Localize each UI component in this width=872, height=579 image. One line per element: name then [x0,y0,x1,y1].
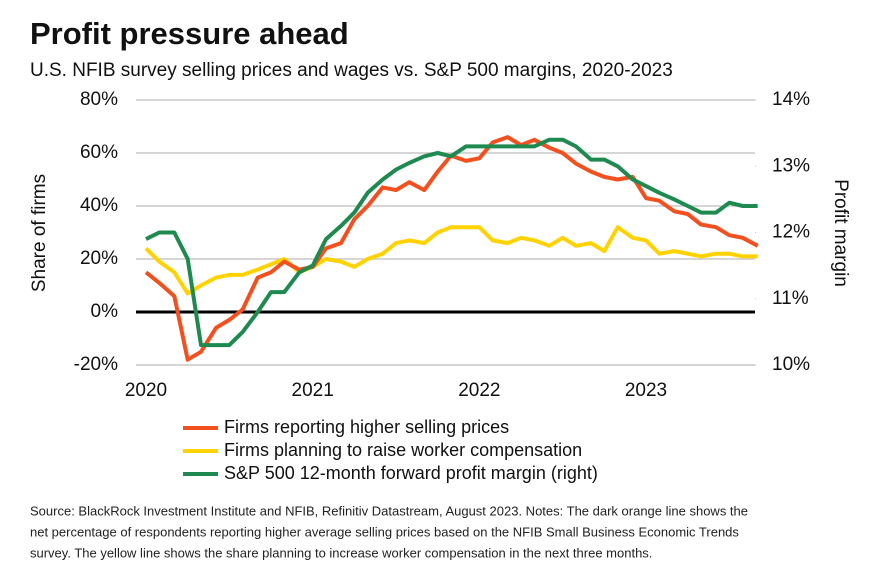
chart-title: Profit pressure ahead [30,16,349,51]
legend-label: Firms reporting higher selling prices [224,417,509,437]
data-line [144,225,758,296]
legend-label: S&P 500 12-month forward profit margin (… [224,463,598,483]
chart-subtitle: U.S. NFIB survey selling prices and wage… [30,60,673,81]
data-line [144,135,759,362]
y2-tick-label: 13% [772,155,810,176]
y2-tick-label: 11% [772,288,809,309]
y-tick-label: 60% [80,142,118,163]
y2-axis-label: Profit margin [830,179,851,287]
y2-tick-label: 10% [772,354,810,375]
y-tick-label: -20% [74,354,118,375]
y2-tick-label: 12% [772,222,810,243]
x-tick-label: 2020 [125,380,167,401]
source-note: survey. The yellow line shows the share … [30,545,652,560]
y-tick-label: 0% [91,301,119,322]
y-axis-label: Share of firms [29,174,50,292]
data-line [145,137,758,348]
source-note: net percentage of respondents reporting … [30,524,739,539]
x-tick-label: 2022 [458,380,500,401]
y2-tick-label: 14% [772,89,810,110]
y-tick-label: 80% [80,89,118,110]
x-tick-label: 2021 [292,380,334,401]
x-tick-label: 2023 [625,380,667,401]
source-note: Source: BlackRock Investment Institute a… [30,503,748,518]
y-tick-label: 20% [80,248,118,269]
legend-label: Firms planning to raise worker compensat… [224,440,582,460]
y-tick-label: 40% [80,195,118,216]
